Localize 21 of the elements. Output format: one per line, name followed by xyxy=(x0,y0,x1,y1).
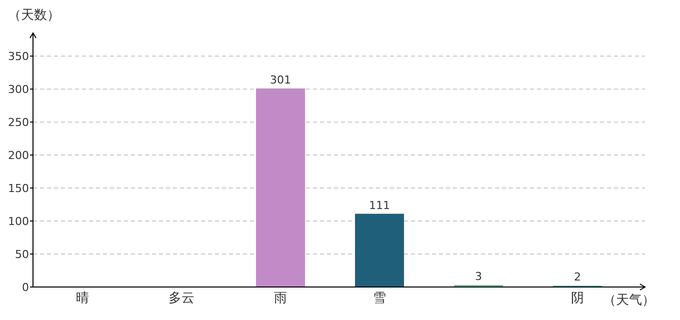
x-tick-label: 多云 xyxy=(168,291,194,306)
x-tick-label: 雪 xyxy=(373,291,386,306)
y-axis-title: （天数） xyxy=(8,8,60,23)
data-label: 2 xyxy=(574,270,581,284)
y-tick-label: 300 xyxy=(8,83,29,96)
bar xyxy=(256,88,305,287)
x-tick-label: 晴 xyxy=(76,291,89,306)
y-tick-label: 250 xyxy=(8,116,29,130)
y-tick-label: 350 xyxy=(8,50,29,64)
x-axis-title: （天气） xyxy=(603,293,655,308)
y-tick-label: 200 xyxy=(8,149,29,162)
x-tick-label: 雨 xyxy=(274,291,287,306)
y-tick-label: 0 xyxy=(22,281,29,294)
data-label: 111 xyxy=(369,198,390,212)
bar xyxy=(355,214,404,287)
x-tick-label: 阴 xyxy=(571,291,584,306)
data-label: 301 xyxy=(270,73,291,86)
data-label: 3 xyxy=(475,270,482,284)
y-tick-label: 100 xyxy=(8,215,29,228)
y-tick-label: 50 xyxy=(15,248,29,262)
y-tick-label: 150 xyxy=(8,182,29,196)
